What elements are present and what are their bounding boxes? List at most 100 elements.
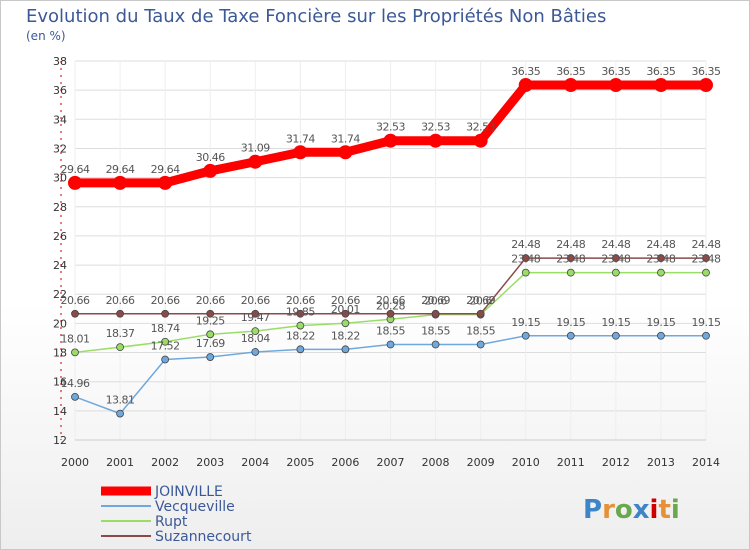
data-label-suzannecourt: 24.48 bbox=[692, 238, 721, 251]
y-tick-label: 14 bbox=[53, 405, 67, 418]
logo-letter: t bbox=[658, 495, 670, 525]
axes: 12 14 16 18 20 22 24 26 28 30 32 34 36 38 2000 2001 2002… bbox=[53, 55, 720, 469]
data-label-rupt: 20.6 bbox=[469, 295, 492, 308]
point-suzannecourt bbox=[71, 309, 79, 318]
x-tick-label: 2003 bbox=[196, 456, 224, 469]
chart-subtitle: (en %) bbox=[26, 29, 66, 43]
point-suzannecourt bbox=[611, 254, 620, 262]
legend-label-joinville: JOINVILLE bbox=[154, 484, 223, 500]
point-joinville bbox=[473, 133, 488, 148]
data-label-vecqueville: 18.04 bbox=[241, 332, 270, 345]
data-label-rupt: 20.6 bbox=[424, 295, 447, 308]
point-vecqueville bbox=[566, 331, 575, 340]
point-suzannecourt bbox=[521, 254, 530, 262]
point-rupt bbox=[251, 327, 260, 336]
proxiti-logo: Proxiti bbox=[583, 495, 680, 525]
logo-letter: i bbox=[671, 495, 680, 525]
point-rupt bbox=[611, 268, 620, 277]
x-tick-label: 2011 bbox=[557, 456, 585, 469]
data-label-vecqueville: 14.96 bbox=[61, 377, 90, 390]
data-label-joinville: 29.64 bbox=[106, 163, 135, 176]
point-suzannecourt bbox=[341, 309, 350, 318]
y-tick-label: 18 bbox=[53, 347, 67, 360]
point-vecqueville bbox=[296, 345, 305, 354]
data-label-rupt: 18.01 bbox=[61, 332, 90, 345]
point-vecqueville bbox=[702, 331, 710, 340]
data-labels: 14.96 13.81 17.52 17.69 18.04 18.22 18.22 18.55… bbox=[61, 65, 722, 407]
point-suzannecourt bbox=[386, 309, 395, 318]
data-label-joinville: 36.35 bbox=[556, 65, 585, 78]
data-label-vecqueville: 13.81 bbox=[106, 394, 135, 407]
point-joinville bbox=[563, 78, 578, 93]
point-vecqueville bbox=[206, 353, 215, 361]
logo-letter: r bbox=[602, 495, 615, 525]
x-tick-label: 2001 bbox=[106, 456, 134, 469]
point-vecqueville bbox=[341, 345, 350, 354]
data-label-joinville: 31.74 bbox=[331, 132, 360, 145]
data-label-suzannecourt: 20.66 bbox=[376, 294, 405, 307]
point-vecqueville bbox=[161, 355, 170, 364]
data-label-suzannecourt: 20.66 bbox=[331, 294, 360, 307]
y-tick-label: 24 bbox=[53, 259, 67, 272]
data-label-rupt: 23.48 bbox=[556, 253, 585, 266]
x-tick-label: 2008 bbox=[422, 456, 450, 469]
point-rupt bbox=[116, 343, 124, 352]
y-tick-label: 32 bbox=[53, 142, 67, 155]
y-tick-label: 16 bbox=[53, 376, 67, 389]
point-joinville bbox=[428, 133, 443, 148]
point-suzannecourt bbox=[476, 309, 485, 318]
x-tick-label: 2007 bbox=[377, 456, 405, 469]
data-label-joinville: 36.35 bbox=[511, 65, 540, 78]
data-label-suzannecourt: 20.69 bbox=[421, 294, 450, 307]
data-label-suzannecourt: 20.69 bbox=[466, 294, 495, 307]
data-label-rupt: 18.37 bbox=[106, 327, 135, 340]
x-tick-label: 2013 bbox=[647, 456, 675, 469]
point-vecqueville bbox=[386, 340, 395, 349]
data-label-joinville: 32.53 bbox=[421, 121, 450, 134]
data-label-suzannecourt: 20.66 bbox=[196, 294, 225, 307]
point-rupt bbox=[566, 268, 575, 277]
point-rupt bbox=[206, 330, 215, 339]
logo-letter: P bbox=[583, 495, 602, 525]
data-label-joinville: 31.09 bbox=[241, 142, 270, 155]
point-vecqueville bbox=[251, 348, 260, 356]
point-vecqueville bbox=[476, 340, 485, 349]
data-label-vecqueville: 18.22 bbox=[286, 329, 315, 342]
data-label-suzannecourt: 24.48 bbox=[511, 238, 540, 251]
point-rupt bbox=[71, 348, 79, 357]
y-tick-label: 38 bbox=[53, 55, 67, 68]
point-suzannecourt bbox=[116, 309, 124, 318]
x-tick-label: 2004 bbox=[241, 456, 269, 469]
data-label-joinville: 29.64 bbox=[151, 163, 180, 176]
point-rupt bbox=[341, 319, 350, 328]
y-tick-label: 34 bbox=[53, 113, 67, 126]
point-suzannecourt bbox=[702, 254, 710, 262]
chart-title: Evolution du Taux de Taxe Foncière sur l… bbox=[26, 6, 606, 27]
data-label-rupt: 23.48 bbox=[646, 253, 675, 266]
x-tick-label: 2009 bbox=[467, 456, 495, 469]
point-vecqueville bbox=[657, 331, 665, 340]
data-label-vecqueville: 19.15 bbox=[556, 316, 585, 329]
point-suzannecourt bbox=[251, 309, 260, 318]
point-vecqueville bbox=[611, 331, 620, 340]
data-label-vecqueville: 19.15 bbox=[601, 316, 630, 329]
data-label-joinville: 32.53 bbox=[376, 121, 405, 134]
x-tick-label: 2006 bbox=[331, 456, 359, 469]
point-joinville bbox=[653, 78, 668, 93]
point-suzannecourt bbox=[161, 309, 170, 318]
data-label-joinville: 32.53 bbox=[466, 121, 495, 134]
x-tick-label: 2002 bbox=[151, 456, 179, 469]
series-layer bbox=[68, 78, 713, 418]
point-joinville bbox=[518, 78, 533, 93]
data-label-rupt: 19.25 bbox=[196, 314, 225, 327]
point-vecqueville bbox=[521, 331, 530, 340]
x-tick-label: 2000 bbox=[61, 456, 89, 469]
point-vecqueville bbox=[116, 409, 124, 418]
legend-label-vecqueville: Vecqueville bbox=[155, 499, 235, 515]
data-label-vecqueville: 19.15 bbox=[646, 316, 675, 329]
x-tick-label: 2014 bbox=[692, 456, 720, 469]
data-label-rupt: 20.28 bbox=[376, 299, 405, 312]
